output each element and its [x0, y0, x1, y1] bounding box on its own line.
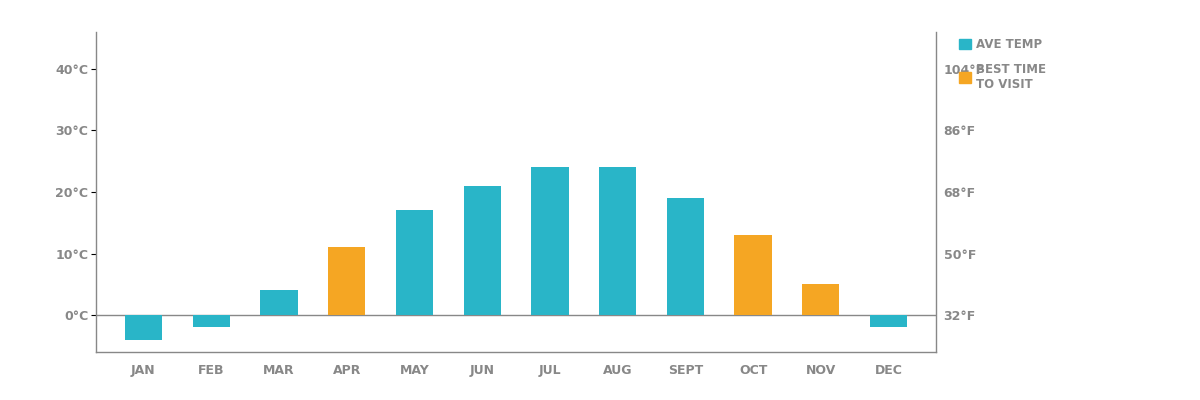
Legend: AVE TEMP, BEST TIME
TO VISIT: AVE TEMP, BEST TIME TO VISIT — [959, 38, 1046, 91]
Bar — [667, 198, 704, 315]
Bar — [532, 167, 569, 315]
Bar — [328, 247, 365, 315]
Bar — [463, 186, 500, 315]
Bar — [125, 315, 162, 340]
Bar — [803, 284, 840, 315]
Bar — [192, 315, 229, 327]
Bar — [260, 290, 298, 315]
Bar — [734, 235, 772, 315]
Bar — [396, 210, 433, 315]
Bar — [599, 167, 636, 315]
Bar — [870, 315, 907, 327]
